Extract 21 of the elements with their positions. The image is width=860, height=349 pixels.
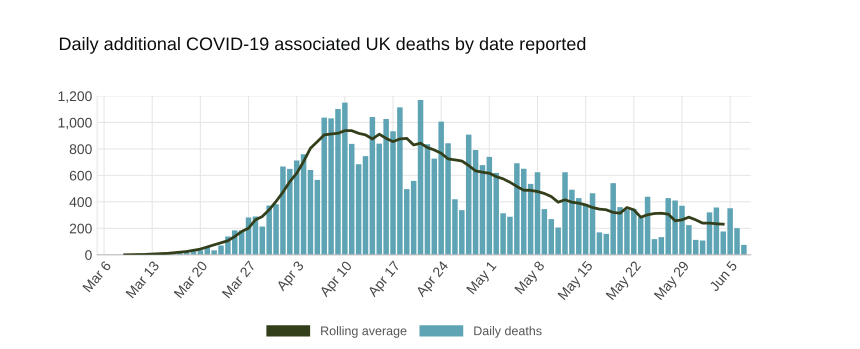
chart-title: Daily additional COVID-19 associated UK deaths by date reported [60, 36, 586, 54]
line-series [123, 129, 725, 255]
x-tick-label: Mar 6 [82, 260, 112, 293]
legend-label: Rolling average [321, 326, 406, 338]
x-tick-label: Jun 5 [708, 260, 738, 292]
x-tick-label: Apr 3 [276, 260, 306, 294]
y-tick-label: 200 [70, 224, 92, 234]
y-tick-label: 400 [69, 197, 92, 208]
y-tick-label: 600 [70, 170, 92, 181]
y-tick-label: 1,000 [58, 118, 92, 130]
x-tick-label: Apr 24 [415, 260, 451, 300]
x-tick-label: May 22 [606, 260, 644, 302]
y-tick-label: 0 [85, 250, 92, 260]
x-tick-label: Mar 27 [222, 260, 256, 298]
x-tick-label: Apr 10 [318, 260, 354, 300]
x-tick-label: Apr 17 [367, 260, 402, 300]
y-tick-label: 1,200 [58, 91, 92, 103]
x-tick-label: Mar 13 [125, 260, 160, 298]
legend-label: Daily deaths [474, 326, 542, 338]
y-tick-label: 800 [70, 144, 92, 154]
x-tick-label: Mar 20 [174, 260, 208, 298]
